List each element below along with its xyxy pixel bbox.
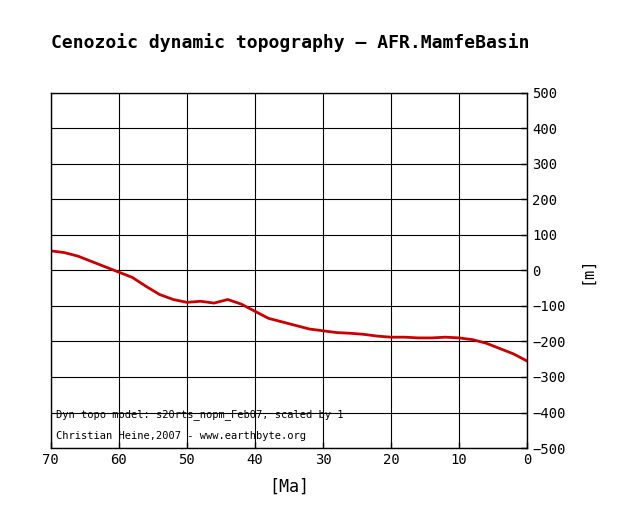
Text: Cenozoic dynamic topography – AFR.MamfeBasin: Cenozoic dynamic topography – AFR.MamfeB…: [51, 32, 530, 52]
Text: Christian Heine,2007 - www.earthbyte.org: Christian Heine,2007 - www.earthbyte.org: [56, 431, 305, 441]
Text: Dyn topo model: s20rts_nopm_Feb07, scaled by 1: Dyn topo model: s20rts_nopm_Feb07, scale…: [56, 409, 343, 420]
X-axis label: [Ma]: [Ma]: [269, 478, 309, 496]
Y-axis label: [m]: [m]: [579, 256, 594, 284]
